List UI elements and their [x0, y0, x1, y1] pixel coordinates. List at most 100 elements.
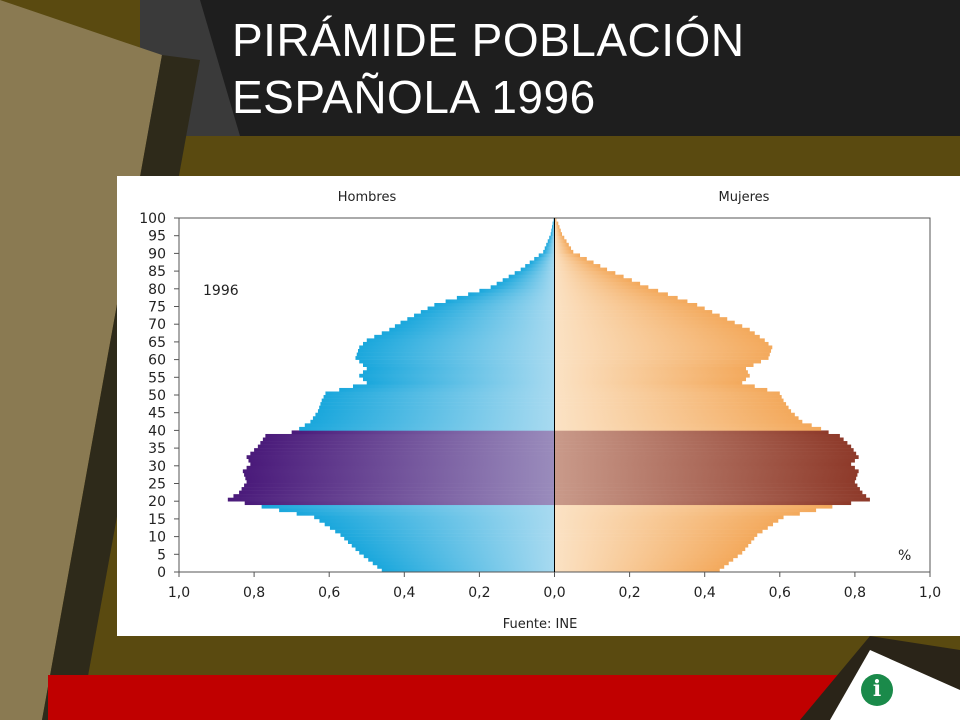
bar-hombres-age-2 — [372, 561, 555, 566]
bar-hombres-age-60 — [355, 356, 555, 360]
bar-hombres-age-4 — [363, 554, 555, 559]
bar-mujeres-age-42 — [554, 419, 803, 424]
bar-mujeres-age-71 — [554, 317, 728, 321]
y-tick-label: 5 — [157, 547, 166, 563]
bar-mujeres-age-39 — [554, 430, 829, 435]
bar-mujeres-age-73 — [554, 310, 713, 314]
bar-mujeres-age-50 — [554, 391, 780, 396]
bar-hombres-age-0 — [381, 568, 555, 573]
x-tick-label: 0,8 — [844, 585, 866, 601]
bar-hombres-age-42 — [310, 419, 555, 424]
bars-group — [227, 218, 870, 573]
bar-hombres-age-73 — [420, 310, 555, 314]
bar-mujeres-age-75 — [554, 302, 698, 307]
bar-hombres-age-48 — [321, 398, 555, 403]
bar-mujeres-age-32 — [554, 455, 859, 460]
bar-mujeres-age-67 — [554, 331, 755, 336]
bar-hombres-age-29 — [246, 465, 555, 470]
bar-mujeres-age-8 — [554, 540, 752, 544]
bar-mujeres-age-60 — [554, 356, 769, 360]
bar-hombres-age-38 — [265, 433, 555, 438]
bar-mujeres-age-21 — [554, 494, 867, 498]
bar-mujeres-age-2 — [554, 561, 729, 566]
bar-hombres-age-44 — [315, 412, 555, 417]
header-mujeres: Mujeres — [719, 190, 770, 205]
bar-hombres-age-70 — [400, 320, 555, 325]
bar-mujeres-age-55 — [554, 373, 750, 378]
bar-mujeres-age-74 — [554, 306, 705, 311]
bar-hombres-age-12 — [329, 526, 555, 530]
bar-mujeres-age-68 — [554, 327, 750, 332]
bar-mujeres-age-46 — [554, 405, 789, 410]
bar-mujeres-age-97 — [554, 225, 560, 229]
bar-mujeres-age-77 — [554, 295, 678, 300]
bar-mujeres-age-18 — [554, 504, 833, 509]
year-label: 1996 — [203, 283, 239, 299]
bar-hombres-age-11 — [335, 529, 555, 534]
bar-mujeres-age-79 — [554, 288, 659, 293]
bar-hombres-age-1 — [377, 564, 555, 569]
x-tick-label: 0,4 — [694, 585, 716, 601]
bar-hombres-age-5 — [359, 550, 555, 555]
bar-mujeres-age-47 — [554, 402, 787, 406]
bar-hombres-age-98 — [552, 221, 555, 226]
header-hombres: Hombres — [338, 190, 397, 205]
bar-mujeres-age-65 — [554, 338, 765, 343]
bar-hombres-age-96 — [551, 228, 555, 233]
bar-hombres-age-55 — [359, 373, 555, 378]
bar-mujeres-age-4 — [554, 554, 738, 559]
bar-hombres-age-57 — [366, 366, 555, 371]
bar-hombres-age-94 — [549, 235, 555, 240]
bar-hombres-age-72 — [414, 313, 555, 318]
slide-title: PIRÁMIDE POBLACIÓN ESPAÑOLA 1996 — [232, 12, 932, 126]
population-pyramid-chart: 0510152025303540455055606570758085909510… — [139, 190, 941, 632]
y-tick-label: 40 — [148, 423, 166, 439]
x-tick-label: 1,0 — [168, 585, 190, 601]
bar-hombres-age-21 — [233, 494, 555, 498]
bar-hombres-age-25 — [246, 479, 555, 484]
bar-mujeres-age-85 — [554, 267, 608, 272]
bar-mujeres-age-83 — [554, 274, 624, 279]
bar-hombres-age-87 — [529, 260, 555, 265]
bar-mujeres-age-6 — [554, 547, 746, 552]
bar-mujeres-age-38 — [554, 433, 840, 438]
y-tick-label: 25 — [148, 477, 166, 493]
bar-mujeres-age-95 — [554, 232, 563, 236]
bar-hombres-age-28 — [242, 469, 555, 474]
y-tick-label: 30 — [148, 459, 166, 475]
bar-hombres-age-66 — [374, 334, 555, 339]
bar-mujeres-age-0 — [554, 568, 720, 573]
bar-hombres-age-83 — [508, 274, 555, 279]
bar-mujeres-age-80 — [554, 285, 649, 290]
bar-mujeres-age-44 — [554, 412, 795, 417]
bar-mujeres-age-19 — [554, 501, 852, 506]
bar-hombres-age-68 — [389, 327, 555, 332]
bar-hombres-age-91 — [544, 246, 555, 251]
bar-mujeres-age-11 — [554, 529, 763, 534]
x-tick-label: 1,0 — [919, 585, 941, 601]
bar-hombres-age-67 — [381, 331, 555, 336]
bar-hombres-age-76 — [445, 299, 555, 304]
bar-hombres-age-61 — [356, 352, 555, 357]
bar-mujeres-age-36 — [554, 441, 848, 445]
bar-hombres-age-54 — [362, 377, 555, 382]
bar-hombres-age-23 — [241, 487, 555, 491]
bar-mujeres-age-45 — [554, 409, 792, 413]
bar-hombres-age-51 — [339, 387, 555, 392]
bar-mujeres-age-61 — [554, 352, 770, 357]
bar-mujeres-age-49 — [554, 395, 782, 399]
y-tick-label: 0 — [157, 565, 166, 581]
bar-hombres-age-81 — [496, 281, 555, 286]
y-tick-label: 90 — [148, 246, 166, 262]
bar-hombres-age-79 — [479, 288, 555, 293]
bar-mujeres-age-29 — [554, 465, 855, 470]
bar-mujeres-age-70 — [554, 320, 735, 325]
bar-hombres-age-69 — [394, 324, 555, 329]
x-tick-label: 0,6 — [769, 585, 791, 601]
y-tick-label: 95 — [148, 229, 166, 245]
bar-hombres-age-24 — [244, 483, 555, 488]
y-tick-label: 70 — [148, 317, 166, 333]
bar-hombres-age-17 — [279, 508, 555, 513]
bar-hombres-age-16 — [296, 511, 555, 516]
bar-mujeres-age-16 — [554, 511, 800, 516]
